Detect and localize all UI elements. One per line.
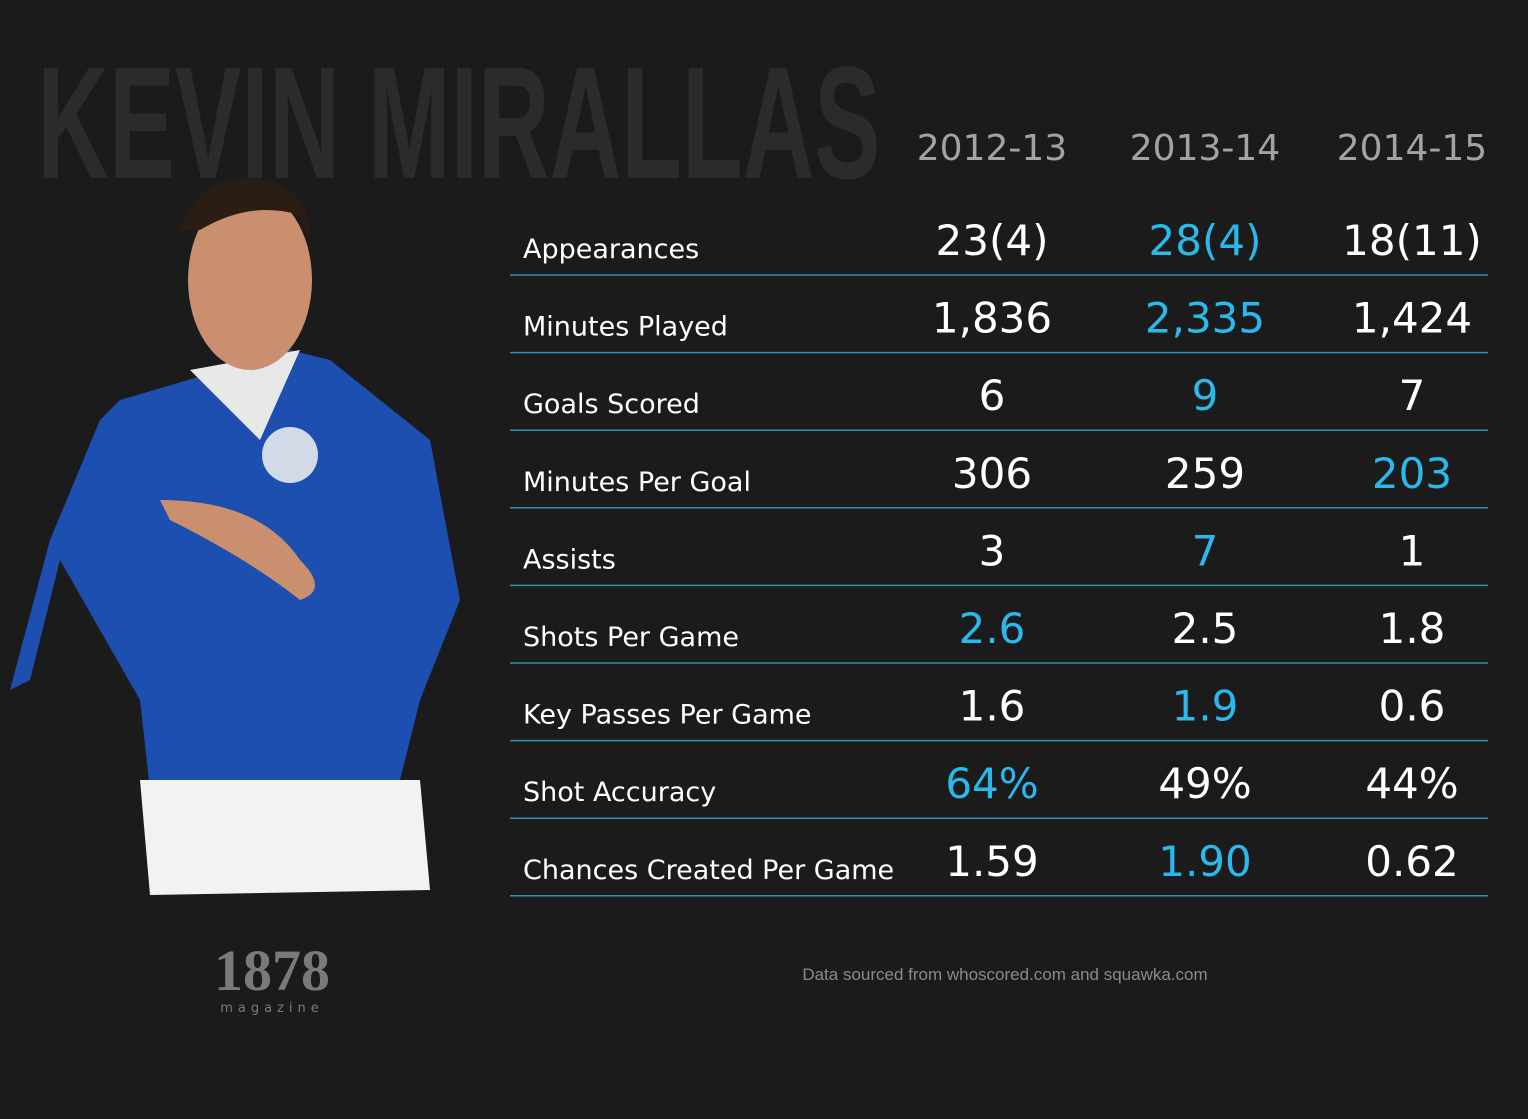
cell-value: 23(4) bbox=[936, 216, 1049, 265]
source-note: Data sourced from whoscored.com and squa… bbox=[802, 965, 1207, 984]
cell-value: 1,424 bbox=[1352, 294, 1472, 343]
row-label: Appearances bbox=[523, 234, 699, 265]
title: KEVIN MIRALLAS bbox=[37, 34, 880, 213]
season-header: 2013-14 bbox=[1130, 128, 1280, 169]
row-label: Chances Created Per Game bbox=[523, 855, 894, 886]
row-label: Minutes Per Goal bbox=[523, 467, 751, 498]
cell-value: 306 bbox=[952, 449, 1032, 498]
row-label: Key Passes Per Game bbox=[523, 700, 812, 731]
row-label: Shot Accuracy bbox=[523, 777, 716, 808]
cell-value: 0.6 bbox=[1379, 682, 1446, 731]
cell-value: 1.8 bbox=[1379, 604, 1446, 653]
cell-value: 44% bbox=[1365, 759, 1458, 808]
cell-value: 259 bbox=[1165, 449, 1245, 498]
cell-value: 2.6 bbox=[959, 604, 1026, 653]
logo-word: magazine bbox=[220, 1001, 324, 1016]
cell-value: 1.9 bbox=[1172, 682, 1239, 731]
cell-value: 6 bbox=[979, 371, 1006, 420]
cell-value: 9 bbox=[1192, 371, 1219, 420]
season-header: 2012-13 bbox=[917, 128, 1067, 169]
cell-value: 7 bbox=[1399, 371, 1426, 420]
cell-value: 1,836 bbox=[932, 294, 1052, 343]
cell-value: 18(11) bbox=[1342, 216, 1482, 265]
row-label: Goals Scored bbox=[523, 389, 700, 420]
cell-value: 2,335 bbox=[1145, 294, 1265, 343]
row-label: Minutes Played bbox=[523, 312, 728, 343]
cell-value: 1.59 bbox=[945, 837, 1039, 886]
player-photo bbox=[10, 178, 460, 895]
cell-value: 49% bbox=[1158, 759, 1251, 808]
cell-value: 1.6 bbox=[959, 682, 1026, 731]
cell-value: 1 bbox=[1399, 526, 1426, 575]
cell-value: 0.62 bbox=[1365, 837, 1459, 886]
cell-value: 3 bbox=[979, 526, 1006, 575]
cell-value: 1.90 bbox=[1158, 837, 1252, 886]
cell-value: 28(4) bbox=[1149, 216, 1262, 265]
row-label: Shots Per Game bbox=[523, 622, 739, 653]
row-label: Assists bbox=[523, 544, 616, 575]
cell-value: 7 bbox=[1192, 526, 1219, 575]
cell-value: 64% bbox=[945, 759, 1038, 808]
cell-value: 2.5 bbox=[1172, 604, 1239, 653]
season-header: 2014-15 bbox=[1337, 128, 1487, 169]
cell-value: 203 bbox=[1372, 449, 1452, 498]
logo-number: 1878 bbox=[214, 938, 330, 1003]
